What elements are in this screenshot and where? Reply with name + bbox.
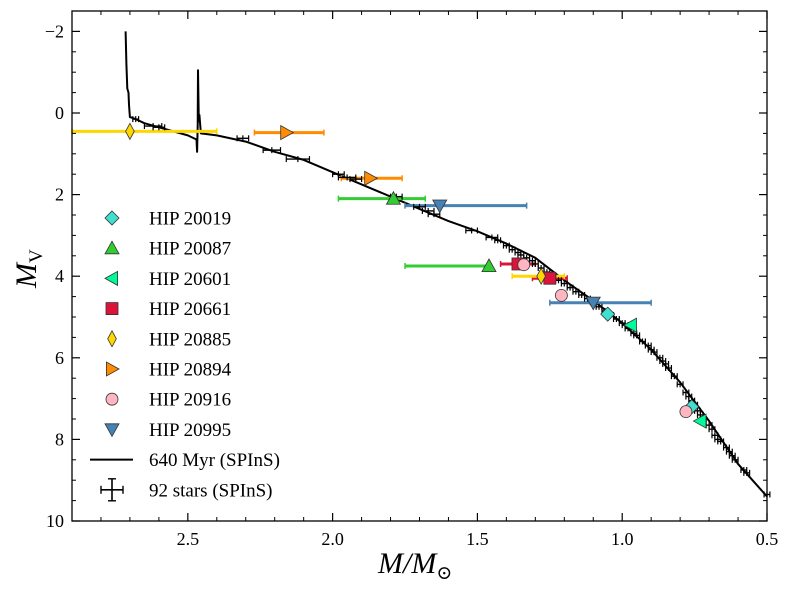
legend-item: HIP 20894 xyxy=(106,360,232,381)
star-point xyxy=(743,469,751,476)
legend-label: HIP 20885 xyxy=(149,329,231,350)
star-point xyxy=(465,227,479,234)
legend-item: HIP 20087 xyxy=(104,239,231,260)
x-axis-label-sun-subscript: ⊙ xyxy=(436,563,452,584)
star-point xyxy=(665,365,673,371)
star-point xyxy=(349,176,363,183)
hip-20661-marker xyxy=(543,271,557,285)
legend-marker xyxy=(104,240,120,255)
hip-20087-marker xyxy=(385,190,402,205)
x-tick-label: 1.0 xyxy=(611,529,634,549)
y-tick-label: 4 xyxy=(55,266,64,286)
star-point xyxy=(708,426,716,433)
hip-20916-marker xyxy=(554,288,568,302)
stars-layer xyxy=(132,116,771,498)
legend-label: HIP 20894 xyxy=(149,360,232,381)
star-point xyxy=(670,373,678,380)
legend: HIP 20019 HIP 20087 HIP 20601 HIP 20661 HIP … xyxy=(90,209,280,502)
hip-20885-marker xyxy=(536,267,546,286)
star-point xyxy=(262,147,282,154)
hip-20601-marker xyxy=(692,413,707,429)
hip-20019-marker xyxy=(600,306,616,322)
legend-item: HIP 20019 xyxy=(104,209,231,230)
y-axis-label: MV xyxy=(10,249,47,289)
legend-marker xyxy=(105,392,119,406)
y-axis-label-main: M xyxy=(10,261,43,289)
x-tick-label: 2.5 xyxy=(177,529,200,549)
y-tick-label: −2 xyxy=(45,21,64,41)
legend-label: 92 stars (SPInS) xyxy=(149,480,273,501)
legend-item: HIP 20916 xyxy=(105,390,231,411)
legend-label: HIP 20995 xyxy=(149,420,231,441)
ticks-layer xyxy=(71,10,768,522)
legend-marker xyxy=(104,270,118,287)
markers-layer xyxy=(125,122,707,429)
legend-marker xyxy=(104,210,120,226)
x-tick-label: 0.5 xyxy=(756,529,779,549)
legend-label: HIP 20601 xyxy=(149,269,231,290)
y-tick-label: 2 xyxy=(55,185,64,205)
star-point xyxy=(717,438,725,445)
legend-item: 92 stars (SPInS) xyxy=(100,478,273,502)
star-point xyxy=(494,237,502,244)
hip-20916-marker xyxy=(679,405,693,419)
hip-20885-marker xyxy=(125,122,135,141)
star-point xyxy=(413,203,426,210)
y-tick-label: 0 xyxy=(55,103,64,123)
y-tick-label: 6 xyxy=(55,348,64,368)
x-axis-label: M/M⊙ xyxy=(377,547,452,584)
legend-item: 640 Myr (SPInS) xyxy=(90,450,280,471)
legend-marker xyxy=(105,302,119,316)
star-point xyxy=(531,260,539,267)
hip-20995-marker xyxy=(432,199,448,214)
star-point xyxy=(731,456,739,463)
legend-label: HIP 20916 xyxy=(149,390,231,411)
legend-item: HIP 20661 xyxy=(105,299,231,320)
x-tick-label: 2.0 xyxy=(321,529,344,549)
legend-marker xyxy=(106,361,120,377)
legend-item: HIP 20885 xyxy=(107,329,231,350)
hip-20601-marker xyxy=(623,317,637,333)
hip-20087-marker xyxy=(481,258,497,273)
axis-labels: M/M⊙ MV xyxy=(10,249,452,584)
hip-20916-marker xyxy=(517,258,531,272)
legend-label: HIP 20661 xyxy=(149,299,231,320)
star-point xyxy=(676,381,684,388)
star-point xyxy=(650,349,658,356)
legend-label: 640 Myr (SPInS) xyxy=(149,450,280,471)
legend-label: HIP 20087 xyxy=(149,239,231,260)
x-tick-label: 1.5 xyxy=(466,529,489,549)
legend-label: HIP 20019 xyxy=(149,209,231,230)
hip-20995-marker xyxy=(585,296,601,311)
x-axis-label-main: M/M xyxy=(377,547,438,580)
y-tick-label: 10 xyxy=(46,511,64,531)
star-point xyxy=(152,124,166,131)
legend-item: HIP 20995 xyxy=(104,420,231,441)
star-point xyxy=(132,116,140,123)
hip-20894-marker xyxy=(364,170,379,186)
hip-20894-marker xyxy=(280,124,295,141)
legend-marker xyxy=(104,423,120,438)
y-axis-label-subscript: V xyxy=(26,249,47,263)
tick-labels-layer: 2.5 2.0 1.5 1.0 0.5 −2 0 2 4 6 8 10 xyxy=(45,21,778,549)
legend-marker xyxy=(107,329,117,348)
star-point xyxy=(236,135,250,142)
star-point xyxy=(285,156,311,163)
legend-item: HIP 20601 xyxy=(104,269,231,290)
y-tick-label: 8 xyxy=(55,429,64,449)
star-point xyxy=(633,332,641,339)
